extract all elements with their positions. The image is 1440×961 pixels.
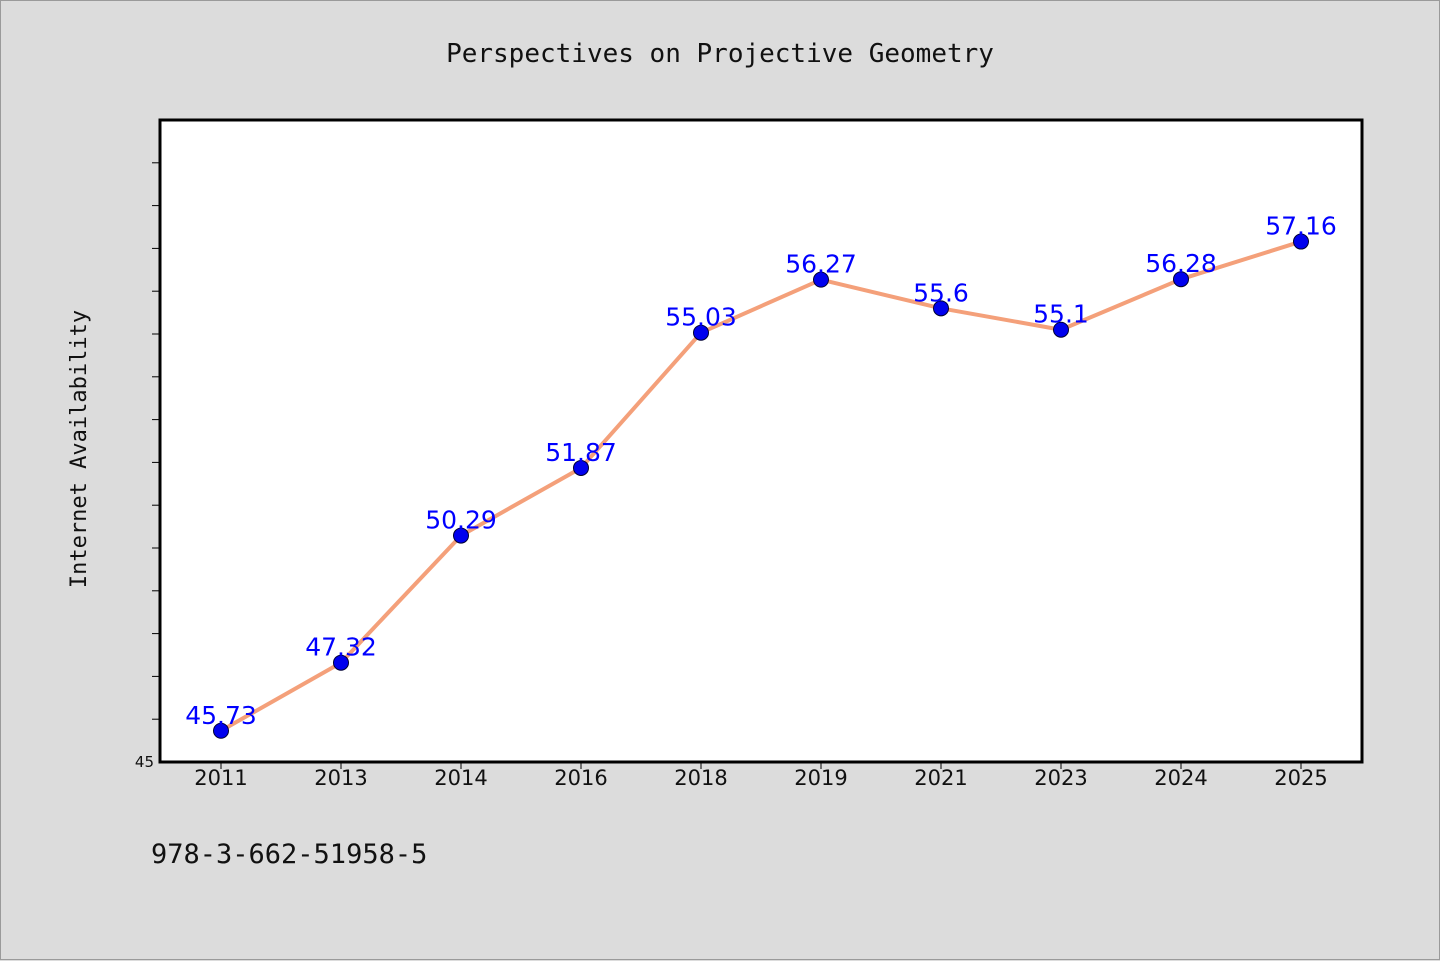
x-axis-ticks: 2011 2013 2014 2016 2018 2019 2021 2023 2024 2025 [194,762,1328,790]
data-point [213,722,229,739]
data-point [933,300,949,317]
data-point [693,324,709,341]
series-line [219,239,1303,733]
x-tick-label: 2023 [1034,766,1087,790]
y-axis-label: Internet Availability [67,310,92,588]
data-label: 56.28 [1145,249,1217,278]
plot-area [158,118,1364,764]
data-label: 51.87 [545,438,617,467]
x-tick-label: 2019 [794,766,847,790]
data-point [1053,321,1069,338]
data-label: 55.1 [1033,300,1089,329]
data-label: 45.73 [185,701,257,730]
data-point [1173,271,1189,288]
data-label: 57.16 [1265,212,1337,241]
data-point [813,271,829,288]
x-tick-label: 2016 [554,766,607,790]
data-point [1293,233,1309,250]
x-tick-label: 2021 [914,766,967,790]
data-point [453,527,469,544]
y-tick-label: 45 [135,753,154,771]
data-label: 50.29 [425,506,497,535]
footer-code: 978-3-662-51958-5 [151,839,427,870]
data-point [573,459,589,476]
data-label: 55.6 [913,278,969,307]
data-point [333,654,349,671]
data-label: 47.32 [305,633,377,662]
x-tick-label: 2024 [1154,766,1207,790]
data-label: 55.03 [665,303,737,332]
x-tick-label: 2011 [194,766,247,790]
data-label: 56.27 [785,250,857,279]
series-group: 45.73 47.32 50.29 51.87 55.03 56.27 55.6 55.1 56… [185,212,1337,739]
chart-title: Perspectives on Projective Geometry [446,39,994,69]
x-tick-label: 2013 [314,766,367,790]
x-tick-label: 2025 [1274,766,1327,790]
y-axis-ticks: 45 [135,162,160,771]
x-tick-label: 2018 [674,766,727,790]
x-tick-label: 2014 [434,766,487,790]
